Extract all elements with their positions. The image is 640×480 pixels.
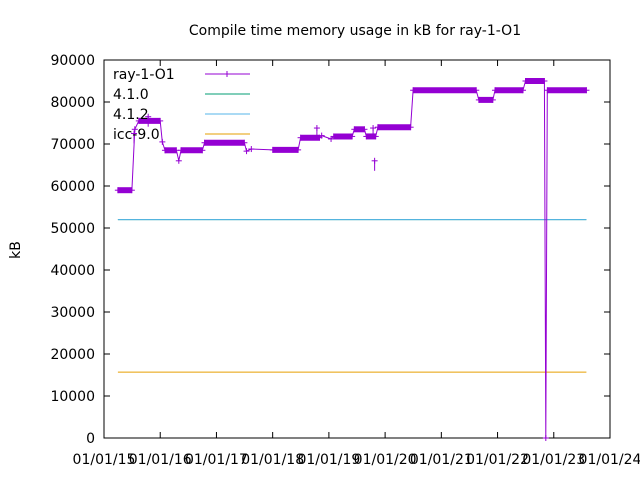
- x-tick-label: 01/01/23: [522, 452, 585, 468]
- legend-label: icc-9.0: [113, 127, 160, 143]
- x-tick-label: 01/01/17: [185, 452, 248, 468]
- x-tick-label: 01/01/21: [410, 452, 473, 468]
- y-tick-label: 30000: [50, 305, 95, 321]
- legend: ray-1-O1 4.1.0 4.1.2 icc-9.0: [113, 67, 250, 143]
- legend-label: 4.1.2: [113, 107, 149, 123]
- y-tick-label: 80000: [50, 95, 95, 111]
- y-tick-label: 60000: [50, 179, 95, 195]
- y-tick-label: 70000: [50, 137, 95, 153]
- y-tick-label: 90000: [50, 53, 95, 69]
- x-axis-ticks: 01/01/1501/01/1601/01/1701/01/1801/01/19…: [73, 60, 640, 468]
- y-tick-label: 10000: [50, 389, 95, 405]
- chart-title: Compile time memory usage in kB for ray-…: [189, 23, 521, 39]
- y-tick-label: 0: [86, 431, 95, 447]
- series-layer: [114, 78, 590, 441]
- y-tick-label: 40000: [50, 263, 95, 279]
- x-tick-label: 01/01/19: [297, 452, 360, 468]
- x-tick-label: 01/01/18: [241, 452, 304, 468]
- x-tick-label: 01/01/22: [466, 452, 529, 468]
- x-tick-label: 01/01/24: [579, 452, 640, 468]
- y-axis-label: kB: [8, 241, 24, 259]
- legend-label: ray-1-O1: [113, 67, 175, 83]
- plot-frame: [103, 59, 611, 439]
- legend-label: 4.1.0: [113, 87, 149, 103]
- x-tick-label: 01/01/20: [354, 452, 417, 468]
- y-tick-label: 50000: [50, 221, 95, 237]
- x-tick-label: 01/01/16: [129, 452, 192, 468]
- y-axis-ticks: 0 10000 20000 30000 40000 50000 60000 70000 8000…: [50, 53, 610, 447]
- x-tick-label: 01/01/15: [73, 452, 136, 468]
- y-tick-label: 20000: [50, 347, 95, 363]
